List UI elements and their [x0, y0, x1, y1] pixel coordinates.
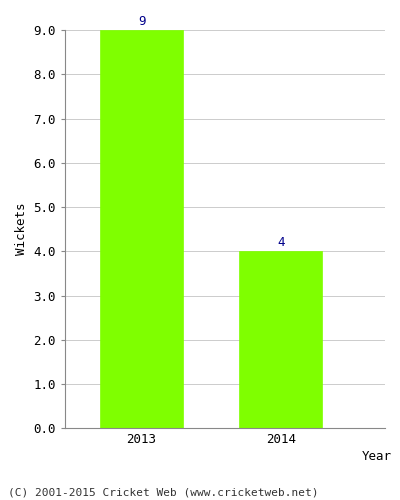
Bar [239, 252, 322, 428]
Text: 4: 4 [277, 236, 284, 249]
Text: (C) 2001-2015 Cricket Web (www.cricketweb.net): (C) 2001-2015 Cricket Web (www.cricketwe… [8, 488, 318, 498]
Bar [100, 30, 183, 428]
X-axis label: Year: Year [361, 450, 391, 463]
Y-axis label: Wickets: Wickets [15, 203, 28, 256]
Text: 9: 9 [138, 15, 145, 28]
